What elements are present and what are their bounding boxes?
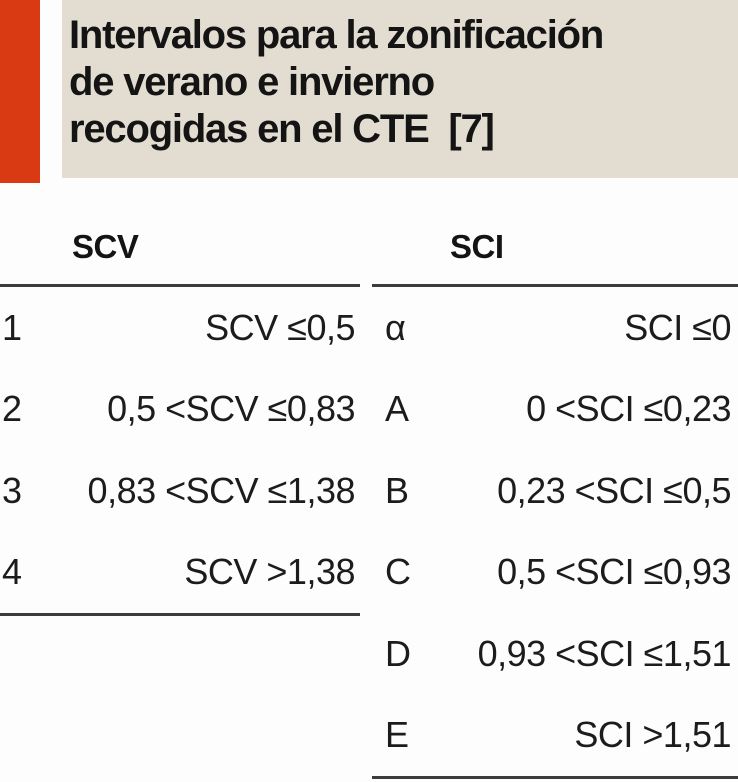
zone-label: B xyxy=(385,469,409,511)
table-row: B 0,23 <SCI ≤0,5 xyxy=(372,450,738,532)
table-row: E SCI >1,51 xyxy=(372,695,738,777)
interval-value: 0,5 <SCI ≤0,93 xyxy=(497,551,731,593)
zone-label: C xyxy=(385,551,411,593)
table-row: α SCI ≤0 xyxy=(372,287,738,369)
zone-label: A xyxy=(385,388,409,430)
zone-label: E xyxy=(385,714,409,756)
scv-table: SCV 1 SCV ≤0,5 2 0,5 <SCV ≤0,83 3 0,83 <… xyxy=(0,210,360,616)
scv-rows: 1 SCV ≤0,5 2 0,5 <SCV ≤0,83 3 0,83 <SCV … xyxy=(0,287,360,616)
caption-line-3: recogidas en el CTE [7] xyxy=(69,107,495,151)
accent-bar xyxy=(0,0,40,183)
interval-value: SCI >1,51 xyxy=(574,714,731,756)
zone-label: 4 xyxy=(2,551,22,593)
caption-line-1: Intervalos para la zonificación xyxy=(69,13,604,57)
sci-rows: α SCI ≤0 A 0 <SCI ≤0,23 B 0,23 <SCI ≤0,5… xyxy=(372,287,738,779)
table-row: 3 0,83 <SCV ≤1,38 xyxy=(0,450,360,532)
table-row: 2 0,5 <SCV ≤0,83 xyxy=(0,369,360,451)
interval-value: SCV >1,38 xyxy=(184,551,355,593)
table-row: A 0 <SCI ≤0,23 xyxy=(372,369,738,451)
table-row: 4 SCV >1,38 xyxy=(0,532,360,614)
caption-line-2: de verano e invierno xyxy=(69,60,435,104)
interval-value: 0,83 <SCV ≤1,38 xyxy=(87,469,356,511)
table-row: 1 SCV ≤0,5 xyxy=(0,287,360,369)
zone-label: 2 xyxy=(2,388,22,430)
table-row: D 0,93 <SCI ≤1,51 xyxy=(372,613,738,695)
sci-column-header: SCI xyxy=(372,210,738,287)
interval-value: SCI ≤0 xyxy=(624,306,731,348)
sci-table: SCI α SCI ≤0 A 0 <SCI ≤0,23 B 0,23 <SCI … xyxy=(372,210,738,779)
zone-label: D xyxy=(385,632,411,674)
zone-label: 3 xyxy=(2,469,22,511)
scv-column-header: SCV xyxy=(0,210,360,287)
table-row: C 0,5 <SCI ≤0,93 xyxy=(372,532,738,614)
interval-value: 0,5 <SCV ≤0,83 xyxy=(107,388,355,430)
caption-box: Intervalos para la zonificación de veran… xyxy=(62,0,738,178)
caption-title: Intervalos para la zonificación de veran… xyxy=(62,0,738,153)
interval-value: SCV ≤0,5 xyxy=(205,306,355,348)
zone-label: α xyxy=(385,306,406,348)
zone-label: 1 xyxy=(2,306,22,348)
interval-value: 0,23 <SCI ≤0,5 xyxy=(497,469,731,511)
interval-value: 0 <SCI ≤0,23 xyxy=(526,388,731,430)
interval-value: 0,93 <SCI ≤1,51 xyxy=(477,632,732,674)
